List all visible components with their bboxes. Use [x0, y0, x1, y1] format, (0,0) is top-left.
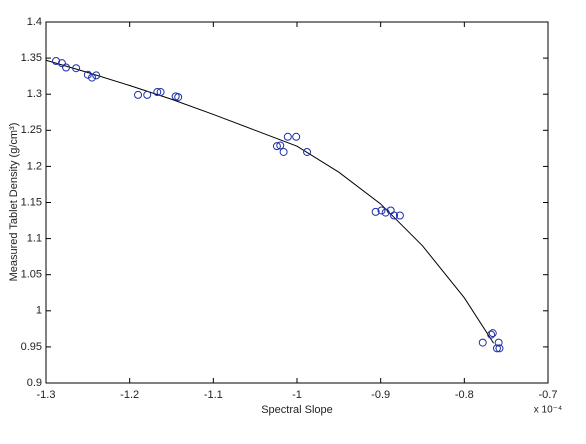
y-tick-label: 1.35	[21, 52, 42, 64]
data-point	[156, 88, 165, 97]
x-tick-label: -1	[292, 389, 302, 401]
y-tick-label: 0.95	[21, 341, 42, 353]
data-point	[57, 59, 66, 68]
data-point	[381, 208, 390, 217]
y-tick-label: 1.15	[21, 196, 42, 208]
data-point	[494, 338, 503, 347]
x-tick-label: -1.3	[37, 389, 56, 401]
data-point	[371, 207, 380, 216]
y-axis-label: Measured Tablet Density (g/cm³)	[8, 123, 20, 282]
y-tick-label: 1.1	[27, 233, 42, 245]
data-point	[272, 142, 281, 151]
y-tick-label: 1.2	[27, 160, 42, 172]
fit-curve	[45, 59, 495, 344]
data-point	[92, 71, 101, 80]
y-tick-label: 1.3	[27, 88, 42, 100]
data-point	[487, 330, 496, 339]
data-point	[279, 147, 288, 156]
y-tick-label: 1.05	[21, 269, 42, 281]
x-tick-label: -1.2	[120, 389, 139, 401]
data-point	[492, 344, 501, 353]
x-tick-label: -1.1	[204, 389, 223, 401]
data-point	[283, 132, 292, 141]
y-tick-label: 1.4	[27, 16, 42, 28]
data-point	[478, 338, 487, 347]
data-point	[134, 90, 143, 99]
data-point	[390, 211, 399, 220]
y-tick-label: 1.25	[21, 124, 42, 136]
x-axis-label: Spectral Slope	[261, 404, 333, 416]
data-point	[153, 88, 162, 97]
data-point	[488, 329, 497, 338]
y-tick-label: 0.9	[27, 377, 42, 389]
data-point	[276, 141, 285, 150]
plot-frame	[45, 21, 549, 384]
data-point	[72, 64, 81, 73]
data-point	[377, 206, 386, 215]
x-tick-label: -0.9	[371, 389, 390, 401]
data-point	[395, 211, 404, 220]
data-point	[62, 63, 71, 72]
data-point	[83, 70, 92, 79]
x-tick-label: -0.8	[455, 389, 474, 401]
x-tick-label: -0.7	[539, 389, 558, 401]
data-point	[292, 132, 301, 141]
data-point	[174, 93, 183, 102]
data-point	[143, 90, 152, 99]
data-point	[303, 147, 312, 156]
y-tick-label: 1	[36, 305, 42, 317]
x-multiplier: x 10⁻⁴	[534, 405, 562, 416]
data-point	[88, 73, 97, 82]
data-point	[495, 344, 504, 353]
